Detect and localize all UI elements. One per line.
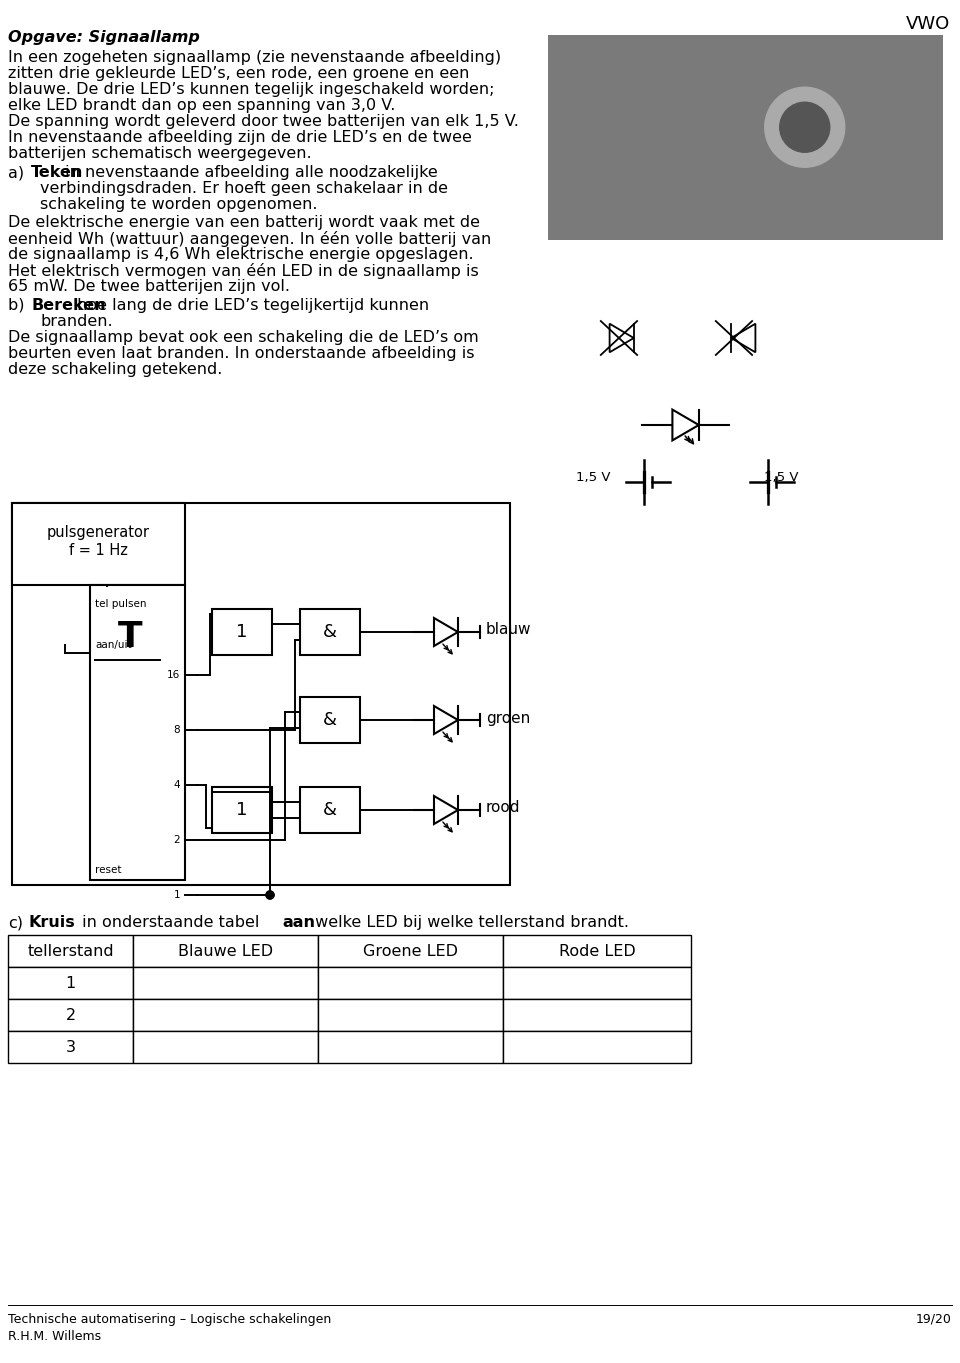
Text: 2: 2 (174, 836, 180, 845)
Text: T: T (118, 620, 142, 654)
Text: hoe lang de drie LED’s tegelijkertijd kunnen: hoe lang de drie LED’s tegelijkertijd ku… (72, 298, 429, 313)
Circle shape (266, 891, 274, 900)
Text: In een zogeheten signaallamp (zie nevenstaande afbeelding): In een zogeheten signaallamp (zie nevens… (8, 50, 501, 65)
Bar (212, 786, 272, 833)
Text: Bereken: Bereken (32, 298, 106, 313)
Text: Het elektrisch vermogen van één LED in de signaallamp is: Het elektrisch vermogen van één LED in d… (8, 263, 479, 279)
Bar (133, 966, 318, 999)
Text: 19/20: 19/20 (916, 1313, 952, 1326)
Text: de signaallamp is 4,6 Wh elektrische energie opgeslagen.: de signaallamp is 4,6 Wh elektrische ene… (8, 247, 473, 262)
Text: 1: 1 (236, 801, 248, 819)
Circle shape (780, 102, 829, 153)
Text: f = 1 Hz: f = 1 Hz (69, 542, 128, 557)
Bar (8, 935, 133, 966)
Text: groen: groen (486, 710, 530, 725)
Text: R.H.M. Willems: R.H.M. Willems (8, 1330, 101, 1343)
Text: c): c) (8, 915, 23, 930)
Text: &: & (323, 711, 337, 729)
Text: eenheid Wh (wattuur) aangegeven. In één volle batterij van: eenheid Wh (wattuur) aangegeven. In één … (8, 230, 492, 247)
Text: 1,5 V: 1,5 V (764, 470, 799, 484)
Text: 2: 2 (65, 1007, 76, 1022)
Bar (212, 609, 272, 656)
Bar (133, 999, 318, 1030)
Bar (318, 935, 503, 966)
Text: aan: aan (282, 915, 315, 930)
Bar (8, 966, 133, 999)
Text: in nevenstaande afbeelding alle noodzakelijke: in nevenstaande afbeelding alle noodzake… (60, 165, 438, 180)
Text: tel pulsen: tel pulsen (95, 598, 147, 609)
Bar (318, 966, 503, 999)
Bar (503, 966, 691, 999)
Text: tellerstand: tellerstand (27, 943, 114, 958)
Text: 1: 1 (65, 976, 76, 991)
Text: 65 mW. De twee batterijen zijn vol.: 65 mW. De twee batterijen zijn vol. (8, 279, 290, 294)
Bar (300, 696, 360, 743)
Text: De elektrische energie van een batterij wordt vaak met de: De elektrische energie van een batterij … (8, 215, 480, 230)
Text: aan/uit: aan/uit (95, 641, 132, 650)
Bar (133, 935, 318, 966)
Bar (503, 999, 691, 1030)
Bar (503, 935, 691, 966)
Text: Technische automatisering – Logische schakelingen: Technische automatisering – Logische sch… (8, 1313, 331, 1326)
Text: Teken: Teken (32, 165, 84, 180)
Text: Rode LED: Rode LED (559, 943, 636, 958)
Bar (548, 35, 943, 240)
Bar (318, 1030, 503, 1063)
Bar (12, 503, 185, 585)
Text: De signaallamp bevat ook een schakeling die de LED’s om: De signaallamp bevat ook een schakeling … (8, 330, 479, 345)
Bar (12, 503, 510, 885)
Text: batterijen schematisch weergegeven.: batterijen schematisch weergegeven. (8, 146, 312, 161)
Bar (300, 609, 360, 656)
Text: blauwe. De drie LED’s kunnen tegelijk ingeschakeld worden;: blauwe. De drie LED’s kunnen tegelijk in… (8, 82, 494, 97)
Text: 3: 3 (65, 1040, 76, 1055)
Text: Kruis: Kruis (28, 915, 75, 930)
Text: rood: rood (486, 800, 520, 815)
Bar (133, 1030, 318, 1063)
Text: &: & (323, 801, 337, 819)
Text: zitten drie gekleurde LED’s, een rode, een groene en een: zitten drie gekleurde LED’s, een rode, e… (8, 65, 469, 80)
Text: 16: 16 (167, 671, 180, 680)
Text: b): b) (8, 298, 35, 313)
Text: a): a) (8, 165, 35, 180)
Text: 4: 4 (174, 780, 180, 791)
Bar (300, 786, 360, 833)
Circle shape (765, 87, 845, 168)
Text: deze schakeling getekend.: deze schakeling getekend. (8, 363, 223, 378)
Circle shape (266, 891, 274, 900)
Text: reset: reset (95, 866, 122, 875)
Bar (503, 1030, 691, 1063)
Text: elke LED brandt dan op een spanning van 3,0 V.: elke LED brandt dan op een spanning van … (8, 98, 396, 113)
Text: In nevenstaande afbeelding zijn de drie LED’s en de twee: In nevenstaande afbeelding zijn de drie … (8, 129, 472, 144)
Text: welke LED bij welke tellerstand brandt.: welke LED bij welke tellerstand brandt. (310, 915, 629, 930)
Bar (8, 1030, 133, 1063)
Bar (90, 585, 185, 880)
Text: &: & (323, 623, 337, 641)
Text: VWO: VWO (905, 15, 950, 33)
Text: beurten even laat branden. In onderstaande afbeelding is: beurten even laat branden. In onderstaan… (8, 346, 474, 361)
Text: pulsgenerator: pulsgenerator (47, 525, 150, 540)
Text: verbindingsdraden. Er hoeft geen schakelaar in de: verbindingsdraden. Er hoeft geen schakel… (40, 181, 448, 196)
Text: De spanning wordt geleverd door twee batterijen van elk 1,5 V.: De spanning wordt geleverd door twee bat… (8, 114, 518, 129)
Bar (8, 999, 133, 1030)
Text: branden.: branden. (40, 313, 112, 328)
Text: Blauwe LED: Blauwe LED (178, 943, 273, 958)
Bar (318, 999, 503, 1030)
Text: blauw: blauw (486, 623, 532, 638)
Text: Groene LED: Groene LED (363, 943, 458, 958)
Text: 1,5 V: 1,5 V (575, 470, 610, 484)
Text: schakeling te worden opgenomen.: schakeling te worden opgenomen. (40, 198, 318, 213)
Text: in onderstaande tabel: in onderstaande tabel (77, 915, 265, 930)
Text: 1: 1 (174, 890, 180, 900)
Text: Opgave: Signaallamp: Opgave: Signaallamp (8, 30, 200, 45)
Text: 8: 8 (174, 725, 180, 735)
Text: 1: 1 (236, 623, 248, 641)
